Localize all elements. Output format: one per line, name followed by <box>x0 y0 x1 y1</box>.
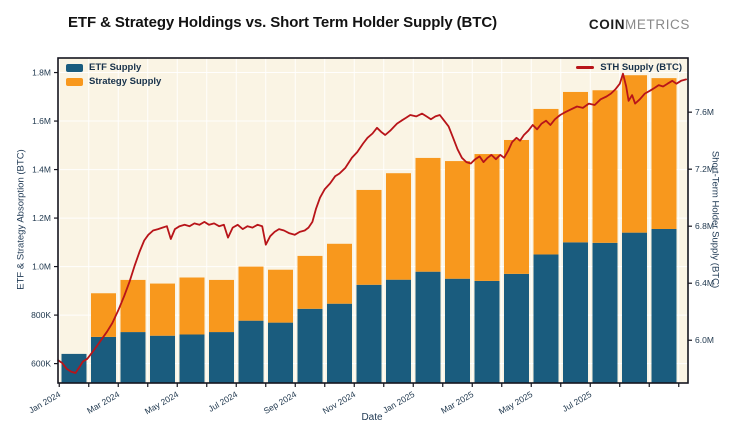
right-tick-label: 7.6M <box>695 107 714 117</box>
chart-title: ETF & Strategy Holdings vs. Short Term H… <box>68 14 497 31</box>
x-tick-label: Mar 2025 <box>439 389 475 416</box>
x-axis-title: Date <box>361 412 383 423</box>
plot-border <box>57 57 689 384</box>
etf-bar <box>150 335 175 383</box>
etf-bar <box>297 308 323 383</box>
etf-bar <box>622 232 647 383</box>
x-tick-label: May 2024 <box>143 389 181 416</box>
strategy-supply-swatch <box>66 77 83 86</box>
sth-supply-swatch <box>576 66 595 69</box>
etf-bar <box>91 336 116 383</box>
strategy-bar <box>592 90 618 243</box>
etf-bar <box>238 320 264 383</box>
left-tick-label: 1.6M <box>32 116 51 126</box>
strategy-bar <box>415 157 441 272</box>
strategy-bar <box>150 283 175 336</box>
etf-bar <box>651 228 677 383</box>
strategy-bar <box>120 279 146 333</box>
legend-label: ETF Supply <box>89 62 142 73</box>
right-tick-label: 6.0M <box>695 335 714 345</box>
etf-bar <box>474 280 500 383</box>
x-tick-label: Mar 2024 <box>85 389 121 416</box>
right-axis-title: Short-Term Holder Supply (BTC) <box>709 150 721 289</box>
x-tick-label: May 2025 <box>497 389 535 416</box>
etf-bar <box>533 254 559 383</box>
left-axis-title: ETF & Strategy Absorption (BTC) <box>15 149 27 290</box>
strategy-bar <box>238 266 264 321</box>
left-tick-label: 1.0M <box>32 262 51 272</box>
strategy-bar <box>563 91 588 243</box>
legend-item-strategy-supply[interactable]: Strategy Supply <box>66 76 161 87</box>
strategy-bar <box>445 161 470 279</box>
legend-item-etf-supply[interactable]: ETF Supply <box>66 62 161 73</box>
left-tick-label: 1.4M <box>32 165 51 175</box>
etf-bar <box>445 278 470 383</box>
strategy-bar <box>91 293 116 337</box>
strategy-bar <box>474 154 500 281</box>
logo-metrics: METRICS <box>625 17 690 32</box>
left-tick-label: 1.8M <box>32 68 51 78</box>
logo-coin: COIN <box>588 17 626 32</box>
legend-item-sth-supply[interactable]: STH Supply (BTC) <box>576 62 682 73</box>
left-tick-label: 600K <box>31 359 51 369</box>
legend-label: Strategy Supply <box>89 76 162 87</box>
strategy-bar <box>504 139 529 274</box>
strategy-bar <box>179 277 205 335</box>
right-tick-label: 6.8M <box>695 221 714 231</box>
strategy-bar <box>651 78 677 229</box>
etf-bar <box>563 242 588 383</box>
strategy-bar <box>533 108 559 255</box>
etf-bar <box>386 279 411 383</box>
strategy-bar <box>327 243 352 304</box>
coinmetrics-logo: COINMETRICS <box>589 17 690 32</box>
etf-bar <box>415 271 441 383</box>
right-tick-label: 6.4M <box>695 278 714 288</box>
strategy-bar <box>209 279 234 333</box>
x-tick-label: Jul 2025 <box>560 389 593 414</box>
etf-bar <box>356 284 382 383</box>
strategy-bar <box>297 255 323 309</box>
etf-bar <box>327 303 352 383</box>
etf-bar <box>504 273 529 383</box>
x-tick-label: Jul 2024 <box>206 389 239 414</box>
x-tick-label: Sep 2024 <box>262 389 299 416</box>
etf-bar <box>209 332 234 383</box>
etf-supply-swatch <box>66 63 83 72</box>
sth-line <box>57 72 687 374</box>
left-tick-label: 1.2M <box>32 213 51 223</box>
left-tick-label: 800K <box>31 310 51 320</box>
etf-bar <box>120 332 146 383</box>
right-tick-label: 7.2M <box>695 164 714 174</box>
legend-line: STH Supply (BTC) <box>576 62 682 73</box>
etf-bar <box>592 242 618 383</box>
etf-bar <box>268 322 293 383</box>
strategy-bar <box>268 269 293 323</box>
strategy-bar <box>386 173 411 280</box>
etf-bar <box>61 353 87 383</box>
strategy-bar <box>356 189 382 285</box>
x-tick-label: Jan 2024 <box>27 389 63 415</box>
etf-bar <box>179 334 205 383</box>
strategy-bar <box>622 75 647 233</box>
legend-bars: ETF Supply Strategy Supply <box>66 62 161 87</box>
legend-label: STH Supply (BTC) <box>600 62 682 73</box>
